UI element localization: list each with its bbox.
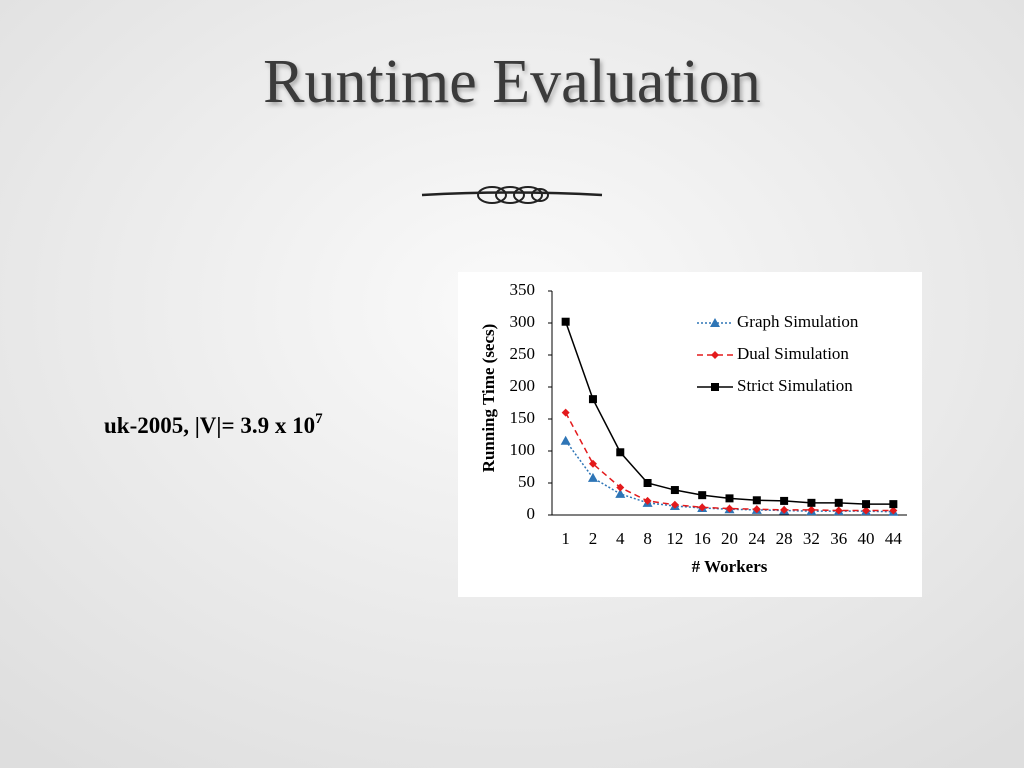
x-tick-label: 8 [643,529,652,548]
marker [889,500,898,509]
x-tick-label: 40 [858,529,875,548]
y-tick-label: 250 [510,344,536,363]
marker [615,488,626,498]
marker [587,472,598,482]
marker [588,395,597,404]
marker [561,317,570,326]
y-axis-title: Running Time (secs) [479,324,498,473]
marker [698,491,707,500]
marker [807,505,816,514]
y-tick-label: 0 [527,504,536,523]
x-tick-label: 24 [748,529,766,548]
dataset-label: uk-2005, |V|= 3.9 x 107 [104,411,323,438]
y-tick-label: 200 [510,376,536,395]
marker [588,459,597,468]
marker [710,318,720,327]
x-tick-label: 4 [616,529,625,548]
marker [670,486,679,495]
marker [862,506,871,515]
y-tick-label: 350 [510,280,536,299]
x-tick-label: 28 [776,529,793,548]
marker [807,498,816,507]
y-tick-label: 50 [518,472,535,491]
x-tick-label: 1 [561,529,570,548]
x-axis-title: # Workers [692,557,768,576]
marker [711,351,719,359]
x-tick-label: 20 [721,529,738,548]
marker [780,505,789,514]
chart-panel [458,272,922,597]
x-tick-label: 44 [885,529,903,548]
marker [643,496,652,505]
marker [834,506,843,515]
x-tick-label: 12 [666,529,683,548]
y-tick-label: 300 [510,312,536,331]
dataset-label-text: uk-2005, |V|= 3.9 x 10 [104,413,315,438]
dataset-label-exponent: 7 [315,411,323,427]
marker [889,506,898,515]
marker [670,500,679,509]
marker [711,383,719,391]
marker [834,498,843,507]
marker [780,496,789,505]
marker [616,483,625,492]
x-tick-label: 16 [694,529,711,548]
legend-label: Strict Simulation [737,376,853,395]
marker [616,448,625,457]
slide-title: Runtime Evaluation [263,48,761,116]
x-tick-label: 32 [803,529,820,548]
x-tick-label: 36 [830,529,847,548]
legend-label: Graph Simulation [737,312,859,331]
y-tick-label: 150 [510,408,536,427]
marker [698,503,707,512]
marker [560,435,571,445]
marker [725,504,734,513]
marker [752,496,761,505]
x-tick-label: 2 [589,529,598,548]
marker [561,408,570,417]
marker [752,505,761,514]
marker [725,494,734,503]
marker [862,500,871,509]
marker [643,479,652,487]
y-tick-label: 100 [510,440,536,459]
ornament [421,186,603,204]
legend-label: Dual Simulation [737,344,849,363]
